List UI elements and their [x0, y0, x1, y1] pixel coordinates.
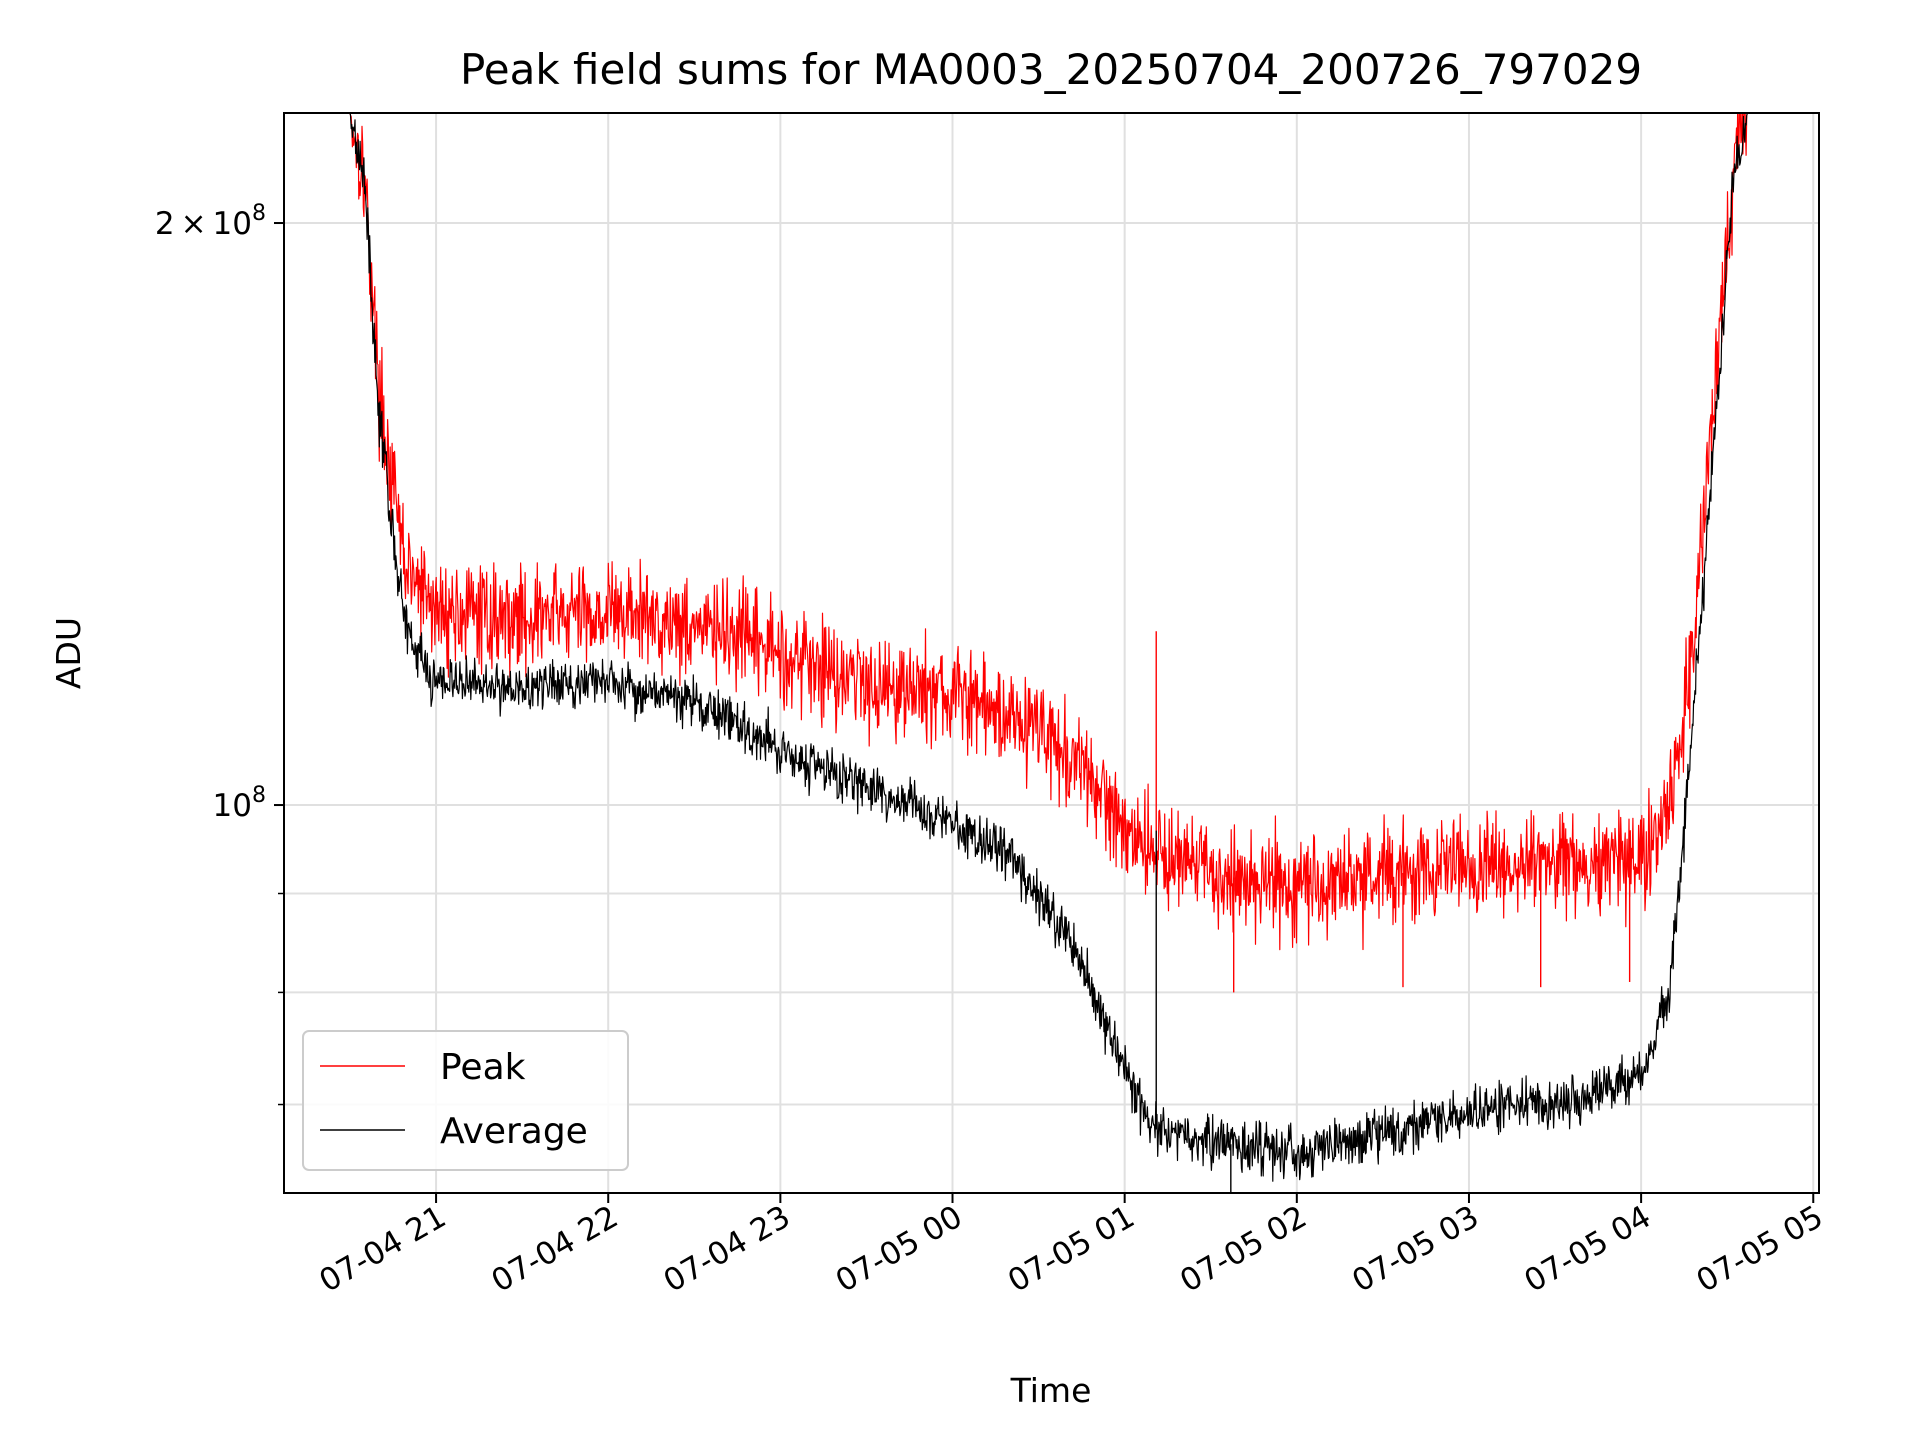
y-axis: 2 × 108 108 [155, 201, 284, 824]
series-layer [284, 113, 1819, 1193]
y-axis-label: ADU [49, 617, 88, 689]
legend: Peak Average [302, 1030, 629, 1171]
plot-frame [283, 112, 1820, 1194]
y-tick-label: 108 [213, 783, 266, 824]
grid-lines [284, 113, 1819, 1193]
series-line-peak [284, 113, 1819, 951]
x-axis-label: Time [1010, 1371, 1092, 1410]
y-tick-label: 2 × 108 [155, 201, 266, 242]
legend-label-peak: Peak [440, 1047, 526, 1088]
chart-title: Peak field sums for MA0003_20250704_2007… [460, 45, 1642, 94]
series-line-average [284, 113, 1819, 1182]
legend-label-average: Average [440, 1111, 588, 1152]
